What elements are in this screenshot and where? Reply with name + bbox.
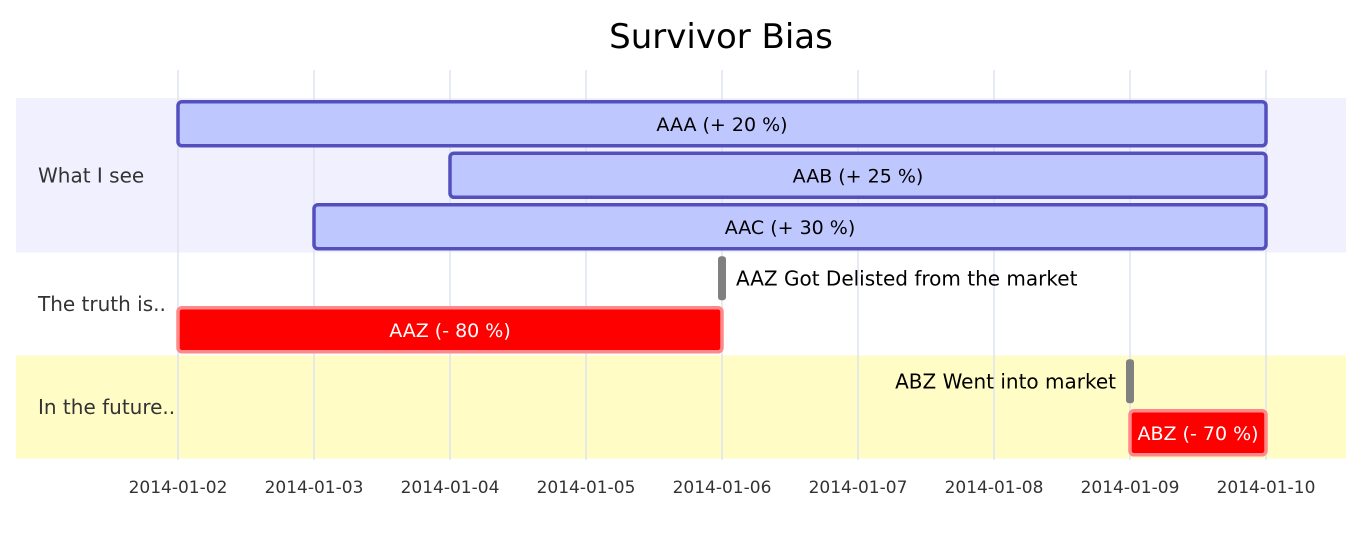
critical-task-bar: [1128, 409, 1268, 457]
x-tick-label: 2014-01-05: [537, 478, 636, 498]
milestone-marker: [718, 256, 726, 301]
section-labels: What I see The truth is.. In the future..: [37, 163, 175, 419]
x-axis-ticks: 2014-01-02 2014-01-03 2014-01-04 2014-01-05…: [129, 478, 1316, 498]
chart-title: Survivor Bias: [609, 17, 833, 57]
milestone-marker: [1126, 359, 1134, 404]
task-bar: [176, 100, 1268, 148]
task-bar: [312, 203, 1268, 251]
milestone-label: AAZ Got Delisted from the market: [736, 266, 1078, 290]
task-label: AAZ (- 80 %): [389, 320, 511, 342]
x-tick-label: 2014-01-09: [1081, 478, 1180, 498]
section-label: The truth is..: [37, 292, 166, 316]
milestone-label: ABZ Went into market: [895, 369, 1116, 393]
x-tick-label: 2014-01-10: [1217, 478, 1316, 498]
x-tick-label: 2014-01-04: [401, 478, 500, 498]
section-label: What I see: [38, 163, 144, 187]
task-bars: AAA (+ 20 %) AAB (+ 25 %) AAC (+ 30 %) AAZ …: [176, 100, 1268, 457]
task-label: ABZ (- 70 %): [1137, 423, 1258, 445]
task-label: AAA (+ 20 %): [656, 114, 787, 136]
x-tick-label: 2014-01-06: [673, 478, 772, 498]
critical-task-bar: [176, 306, 724, 354]
section-background: [16, 355, 1346, 459]
task-label: AAC (+ 30 %): [725, 217, 856, 239]
x-tick-label: 2014-01-07: [809, 478, 908, 498]
x-tick-label: 2014-01-02: [129, 478, 228, 498]
x-tick-label: 2014-01-08: [945, 478, 1044, 498]
task-label: AAB (+ 25 %): [793, 165, 924, 187]
section-label: In the future..: [38, 395, 175, 419]
task-bar: [448, 151, 1268, 199]
x-tick-label: 2014-01-03: [265, 478, 364, 498]
